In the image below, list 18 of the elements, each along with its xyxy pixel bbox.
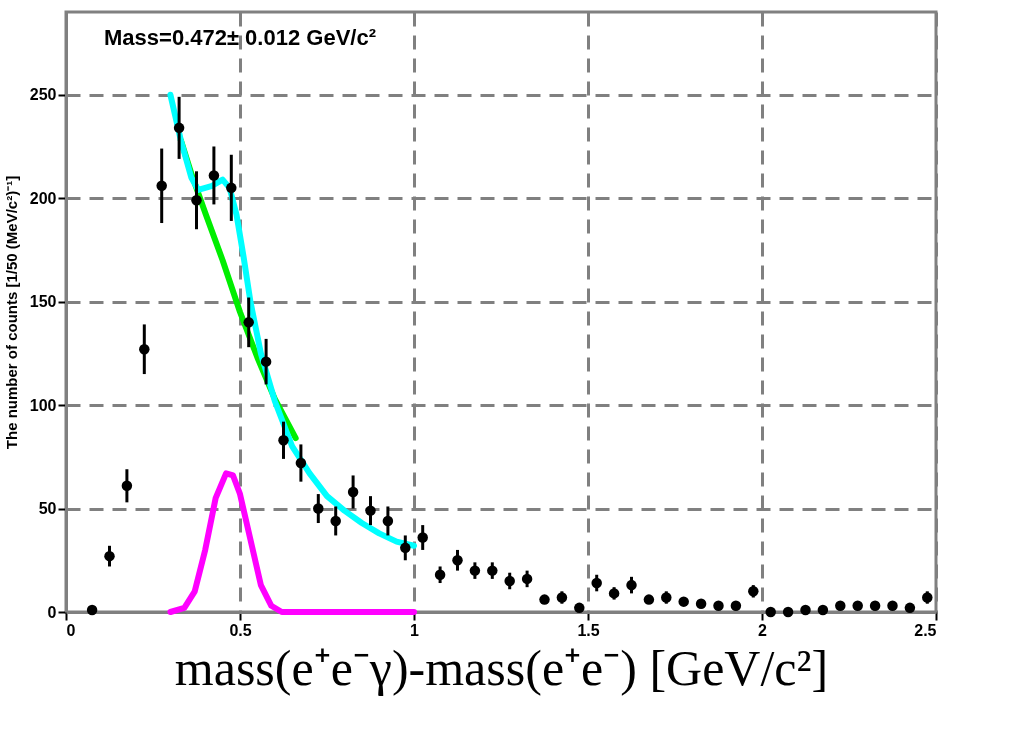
x-tick-label: 2 bbox=[758, 621, 768, 639]
annotation: Mass=0.472± 0.012 GeV/c² bbox=[104, 25, 376, 50]
x-tick-label: 2.5 bbox=[914, 621, 937, 639]
x-tick-label: 1.5 bbox=[577, 621, 600, 639]
x-tick-label: 1 bbox=[410, 621, 420, 639]
y-tick-label: 150 bbox=[29, 293, 57, 311]
y-tick-label: 200 bbox=[29, 189, 57, 207]
point bbox=[765, 606, 776, 618]
x-tick-label: 0.5 bbox=[229, 621, 252, 639]
y-axis-title: The number of counts [1/50 (MeV/c²)⁻¹] bbox=[2, 175, 20, 450]
x-axis-title: mass(e⁺e⁻γ)-mass(e⁺e⁻) [GeV/c²] bbox=[174, 639, 829, 696]
x-tick-label: 0 bbox=[66, 621, 76, 639]
y-tick-label: 250 bbox=[29, 86, 57, 104]
point bbox=[782, 606, 794, 618]
y-tick-label: 100 bbox=[29, 396, 57, 414]
y-tick-label: 50 bbox=[38, 500, 57, 518]
y-tick-label: 0 bbox=[47, 603, 57, 621]
point bbox=[86, 604, 98, 616]
